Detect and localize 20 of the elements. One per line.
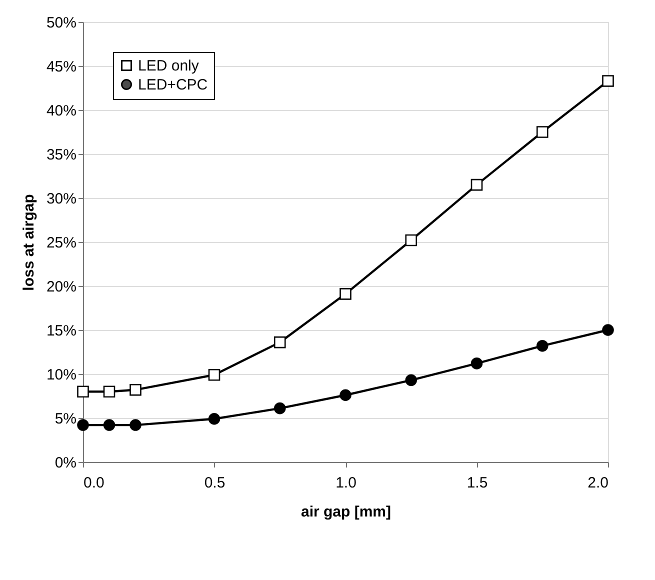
y-tick-label: 40% xyxy=(46,102,76,120)
x-axis-title: air gap [mm] xyxy=(300,504,392,520)
y-tick-label: 5% xyxy=(54,410,76,428)
legend-label: LED only xyxy=(138,58,200,74)
x-tick-label: 2.0 xyxy=(588,474,608,492)
y-tick-label: 20% xyxy=(46,278,76,296)
x-tick-label: 0.0 xyxy=(84,474,104,492)
x-tick-label: 1.5 xyxy=(466,474,488,492)
y-tick-label: 35% xyxy=(46,146,76,164)
y-tick-label: 25% xyxy=(46,234,76,252)
x-tick-label: 0.5 xyxy=(204,474,226,492)
y-tick-label: 50% xyxy=(46,14,76,32)
legend-label: LED+CPC xyxy=(138,76,208,94)
y-axis-title: loss at airgap xyxy=(20,194,38,291)
y-tick-label: 30% xyxy=(46,190,76,208)
y-tick-label: 15% xyxy=(46,322,76,340)
y-tick-label: 10% xyxy=(46,366,76,384)
x-tick-label: 1.0 xyxy=(336,474,356,492)
y-tick-label: 0% xyxy=(54,454,76,472)
y-tick-label: 45% xyxy=(46,58,76,76)
